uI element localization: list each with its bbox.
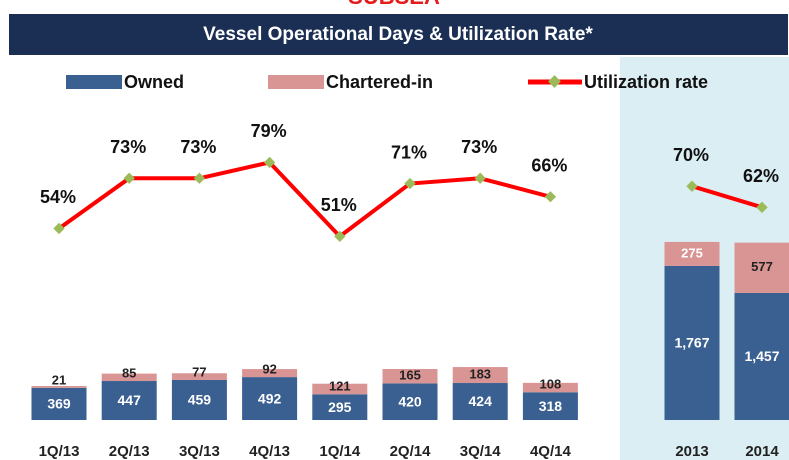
data-label: 70% [673,145,709,165]
line-marker [544,191,557,203]
data-label: 369 [47,396,71,412]
bar-owned [382,383,438,420]
x-tick-label: 2Q/13 [109,443,150,460]
data-label: 85 [122,365,136,380]
data-label: 77 [192,364,206,379]
bar-owned [31,387,87,420]
utilization-line [691,184,763,210]
x-tick-label: 1Q/13 [39,443,80,460]
bar-owned [101,381,157,420]
line-marker [756,201,768,213]
legend-marker [548,75,561,88]
data-label: 447 [118,392,142,408]
line-marker [193,172,206,184]
data-label: 51% [321,195,357,215]
bar-chartered [522,382,578,393]
bar-owned [242,377,298,420]
x-tick-label: 4Q/13 [249,443,290,460]
legend-label: Owned [124,72,184,92]
data-label: 79% [251,121,287,141]
chart-title: Vessel Operational Days & Utilization Ra… [203,24,593,45]
line-marker [474,172,486,184]
data-label: 459 [188,392,212,408]
data-label: 54% [40,187,76,207]
line-marker [686,180,698,192]
bar-chartered [452,367,508,384]
bar-owned [171,379,227,420]
legend-swatch [66,75,122,89]
legend-swatch [268,75,324,89]
data-label: 92 [262,362,276,377]
data-label: 121 [329,379,351,394]
bar-chartered [31,385,87,388]
x-tick-label: 3Q/13 [179,443,220,460]
bar-chartered [382,368,438,384]
legend-label: Utilization rate [584,72,708,92]
bar-chartered [171,373,227,380]
data-label: 62% [743,166,779,186]
bar-chartered [312,383,368,395]
data-label: 165 [399,368,421,383]
x-tick-label: 2Q/14 [390,443,432,460]
data-label: 577 [751,259,773,274]
legend: Owned Chartered-in Utilization rate [66,72,708,92]
bar-owned [312,394,368,420]
data-label: 183 [469,366,491,381]
bar-chartered [242,369,298,378]
data-label: 71% [391,142,427,162]
utilization-line [57,160,551,239]
x-tick-label: 4Q/14 [530,443,572,460]
x-tick-label: 2013 [675,443,708,460]
x-tick-label: 3Q/14 [460,443,502,460]
data-label: 21 [52,372,66,387]
bar-chartered [664,241,720,266]
data-label: 275 [681,245,703,260]
bar-owned [452,383,508,420]
legend-label: Chartered-in [326,72,433,92]
data-label: 1,767 [674,335,709,351]
data-label: 73% [180,137,216,157]
line-marker [404,177,416,190]
data-label: 420 [398,393,422,409]
data-label: 295 [328,399,352,415]
bar-owned [522,392,578,420]
bar-chartered [101,373,157,382]
x-tick-label: 2014 [745,443,779,460]
line-marker [53,222,65,235]
data-label: 73% [110,137,146,157]
data-label: 108 [540,377,562,392]
data-label: 1,457 [744,348,779,364]
header-bar [7,12,789,57]
bar-owned [664,265,720,420]
data-label: 492 [258,390,282,406]
section-title: SUBSEA [348,0,440,9]
data-label: 73% [461,137,497,157]
x-tick-label: 1Q/14 [319,443,361,460]
line-marker [334,230,346,243]
data-label: 66% [531,156,567,176]
bar-chartered [734,242,789,293]
line-marker [263,156,276,169]
bar-owned [734,292,789,420]
data-label: 424 [469,393,493,409]
data-label: 318 [539,398,563,414]
